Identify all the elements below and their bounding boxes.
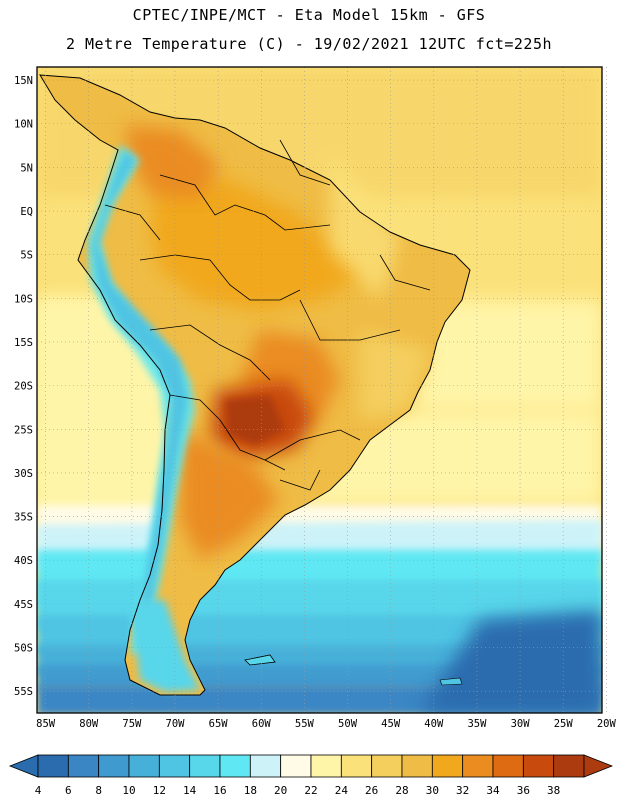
colorbar-swatch [128,754,160,778]
colorbar-swatch [98,754,130,778]
latitude-label: 30S [14,468,33,480]
latitude-label: 20S [14,381,33,393]
temperature-field [37,67,602,713]
colorbar-swatch [310,754,342,778]
colorbar-swatch [553,754,585,778]
latitude-label: 45S [14,599,33,611]
map-title-line1: CPTEC/INPE/MCT - Eta Model 15km - GFS [132,6,486,24]
colorbar-label: 34 [486,784,500,797]
map-frame [36,66,603,714]
colorbar-label: 36 [517,784,530,797]
colorbar-swatch [158,754,191,778]
latitude-label: 55S [14,686,33,698]
colorbar-label: 20 [274,784,287,797]
latitude-label: 15N [14,75,33,87]
colorbar-label: 10 [122,784,135,797]
latitude-label: 5S [20,250,33,262]
longitude-label: 65W [209,718,229,730]
colorbar-label: 22 [304,784,317,797]
colorbar-swatch [462,754,494,778]
longitude-label: 45W [381,718,401,730]
latitude-label: 15S [14,337,33,349]
longitude-label: 70W [166,718,186,730]
colorbar-label: 28 [395,784,408,797]
longitude-label: 55W [295,718,315,730]
longitude-label: 60W [252,718,272,730]
longitude-label: 85W [36,718,56,730]
longitude-label: 25W [554,718,574,730]
colorbar-label: 4 [35,784,42,797]
colorbar: 4 6 8 10 12 14 16 18 20 22 24 26 28 30 32 34 36 38 [8,754,614,797]
colorbar-swatch [189,754,221,778]
colorbar-swatch [249,754,282,778]
colorbar-label: 32 [456,784,469,797]
colorbar-label: 12 [153,784,166,797]
longitude-label: 30W [511,718,531,730]
colorbar-high-arrow [583,754,614,778]
colorbar-swatch [37,754,69,778]
longitude-label: 35W [467,718,487,730]
colorbar-label: 26 [365,784,378,797]
colorbar-label: 16 [213,784,226,797]
colorbar-swatch [431,754,464,778]
longitude-labels: 85W 80W 75W 70W 65W 60W 55W 50W 45W 40W 35W 30W 25W 2… [36,718,616,730]
longitude-label: 40W [424,718,444,730]
map-title-line2: 2 Metre Temperature (C) - 19/02/2021 12U… [65,35,553,53]
latitude-labels: 15N 10N 5N EQ 5S 10S 15S 20S 25S 30S 35S 40S 45S 50S 5… [14,75,33,698]
colorbar-label: 6 [65,784,72,797]
latitude-label: 10N [14,119,33,131]
colorbar-label: 24 [335,784,349,797]
colorbar-label: 8 [95,784,102,797]
latitude-label: EQ [20,206,33,218]
colorbar-swatch [492,754,524,778]
colorbar-label: 14 [183,784,197,797]
latitude-label: 40S [14,555,33,567]
colorbar-swatch [219,754,251,778]
longitude-label: 20W [597,718,617,730]
colorbar-swatch [67,754,100,778]
longitude-label: 75W [122,718,142,730]
colorbar-label: 18 [244,784,257,797]
colorbar-low-arrow [8,754,39,778]
colorbar-label: 38 [547,784,560,797]
colorbar-swatch [401,754,433,778]
colorbar-label: 30 [426,784,439,797]
colorbar-swatch [371,754,403,778]
colorbar-swatch [522,754,555,778]
latitude-label: 10S [14,293,33,305]
colorbar-swatch [340,754,373,778]
latitude-label: 25S [14,424,33,436]
colorbar-swatch [280,754,312,778]
latitude-label: 35S [14,512,33,524]
longitude-label: 80W [79,718,99,730]
latitude-label: 50S [14,643,33,655]
longitude-label: 50W [338,718,358,730]
latitude-label: 5N [20,162,33,174]
